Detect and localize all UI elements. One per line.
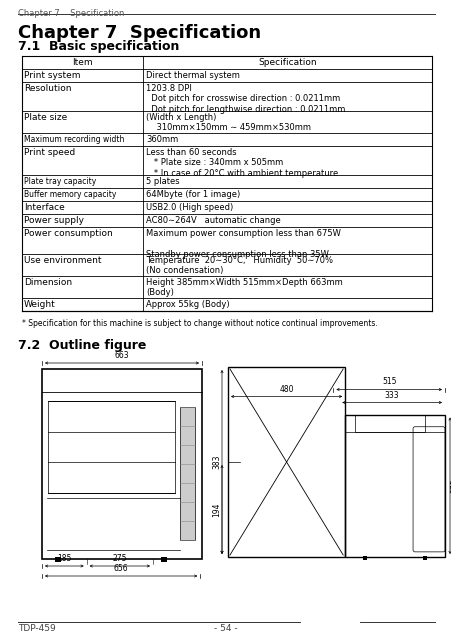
Text: Item: Item: [72, 58, 92, 67]
Bar: [160, 557, 166, 562]
Text: 275: 275: [112, 554, 127, 563]
Text: Less than 60 seconds
   * Plate size : 340mm x 505mm
   * In case of 20°C with a: Less than 60 seconds * Plate size : 340m…: [146, 148, 337, 178]
Text: 515: 515: [381, 378, 396, 387]
Text: Print speed: Print speed: [24, 148, 75, 157]
Text: Chapter 7    Specification: Chapter 7 Specification: [18, 9, 124, 18]
Text: Specification: Specification: [258, 58, 316, 67]
Bar: [227, 367, 345, 557]
Text: 7.1  Basic specification: 7.1 Basic specification: [18, 40, 179, 53]
Bar: [48, 401, 175, 493]
Text: 1203.8 DPI
  Dot pitch for crosswise direction : 0.0211mm
  Dot pitch for length: 1203.8 DPI Dot pitch for crosswise direc…: [146, 84, 345, 114]
Text: 333: 333: [384, 392, 399, 401]
Text: 360mm: 360mm: [146, 135, 178, 144]
Bar: [179, 407, 195, 540]
Text: Chapter 7  Specification: Chapter 7 Specification: [18, 24, 261, 42]
Text: Weight: Weight: [24, 300, 55, 309]
Text: 375: 375: [450, 479, 451, 493]
Text: TDP-459: TDP-459: [18, 624, 55, 633]
Text: Power supply: Power supply: [24, 216, 84, 225]
Text: 383: 383: [212, 455, 221, 469]
Text: Maximum recording width: Maximum recording width: [24, 135, 124, 144]
Text: 7.2  Outline figure: 7.2 Outline figure: [18, 339, 146, 352]
Text: Direct thermal system: Direct thermal system: [146, 71, 239, 80]
Text: 194: 194: [212, 502, 221, 516]
Text: - 54 -: - 54 -: [214, 624, 237, 633]
Text: Power consumption: Power consumption: [24, 229, 112, 238]
Text: Interface: Interface: [24, 203, 64, 212]
Text: Temperature  20∼30°C,   Humidity  50∼70%
(No condensation): Temperature 20∼30°C, Humidity 50∼70% (No…: [146, 256, 332, 275]
Bar: [42, 369, 202, 559]
Text: Maximum power consumption less than 675W

Standby power consumption less than 35: Maximum power consumption less than 675W…: [146, 229, 340, 259]
Text: AC80∼264V   automatic change: AC80∼264V automatic change: [146, 216, 280, 225]
Bar: [354, 415, 424, 431]
Text: Print system: Print system: [24, 71, 80, 80]
Text: 663: 663: [115, 351, 129, 360]
Text: * Specification for this machine is subject to change without notice continual i: * Specification for this machine is subj…: [22, 319, 377, 328]
Text: 64Mbyte (for 1 image): 64Mbyte (for 1 image): [146, 190, 240, 199]
Text: Approx 55kg (Body): Approx 55kg (Body): [146, 300, 229, 309]
Text: USB2.0 (High speed): USB2.0 (High speed): [146, 203, 233, 212]
Text: 5 plates: 5 plates: [146, 177, 179, 186]
Text: 185: 185: [57, 554, 71, 563]
Text: Resolution: Resolution: [24, 84, 71, 93]
Bar: [345, 415, 444, 557]
Text: Plate tray capacity: Plate tray capacity: [24, 177, 96, 186]
Text: 480: 480: [279, 385, 293, 394]
Bar: [362, 556, 366, 560]
Bar: [55, 557, 61, 562]
Text: Buffer memory capacity: Buffer memory capacity: [24, 190, 116, 199]
Text: (Width x Length)
    310mm×150mm ∼ 459mm×530mm: (Width x Length) 310mm×150mm ∼ 459mm×530…: [146, 113, 310, 132]
Text: Height 385mm×Width 515mm×Depth 663mm
(Body): Height 385mm×Width 515mm×Depth 663mm (Bo…: [146, 278, 342, 298]
Text: Dimension: Dimension: [24, 278, 72, 287]
Bar: [422, 556, 426, 560]
Text: Use environment: Use environment: [24, 256, 101, 265]
Text: Plate size: Plate size: [24, 113, 67, 122]
Text: 656: 656: [114, 564, 128, 573]
